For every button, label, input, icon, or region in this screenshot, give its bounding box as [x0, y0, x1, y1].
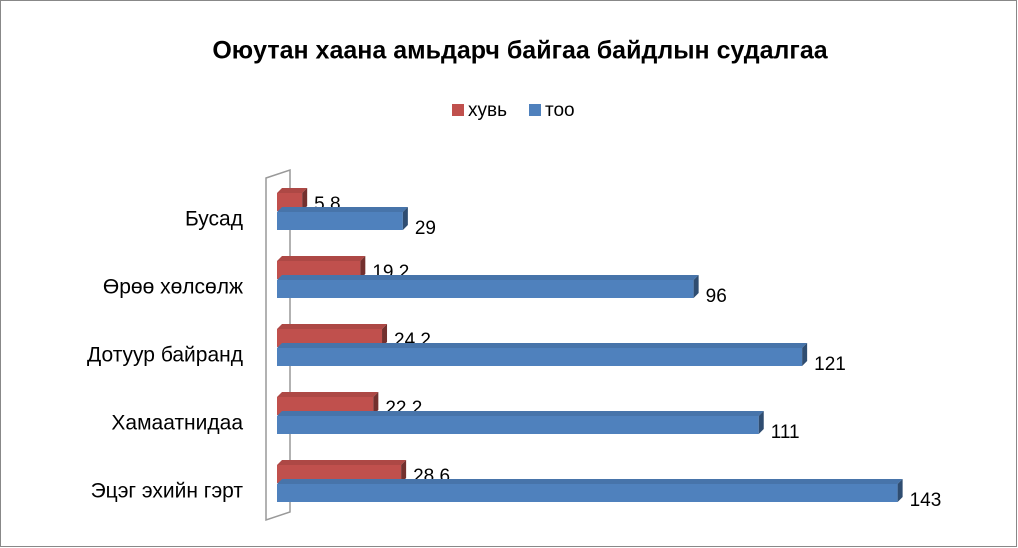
y-tick-label: Өрөө хөлсөлж [103, 276, 243, 299]
bar-side [360, 256, 366, 279]
y-tick-label: Хамаатнидаа [111, 412, 243, 435]
bar [277, 397, 374, 415]
data-label: 96 [706, 286, 727, 307]
bar-top [277, 207, 408, 212]
data-label: 29 [415, 218, 436, 239]
bar [277, 193, 303, 211]
legend-swatch [452, 104, 464, 116]
bar-side [402, 207, 408, 230]
bar-top [277, 324, 388, 329]
bar-side [382, 324, 388, 347]
legend-label: тоо [545, 100, 575, 121]
bar-top [277, 460, 407, 465]
bar-side [693, 275, 699, 298]
bar-top [277, 275, 699, 280]
bar [277, 416, 759, 434]
legend-label: хувь [468, 100, 507, 121]
bar-top [277, 343, 808, 348]
bar [277, 484, 898, 502]
data-label: 111 [771, 422, 800, 443]
bar-top [277, 479, 903, 484]
chart-title: Оюутан хаана амьдарч байгаа байдлын суда… [212, 37, 828, 65]
bar [277, 212, 403, 230]
y-tick-label: Дотуур байранд [87, 344, 243, 367]
y-tick-label: Бусад [185, 208, 243, 231]
bar-top [277, 256, 366, 261]
y-tick-label: Эцэг эхийн гэрт [91, 480, 244, 503]
bar-side [802, 343, 808, 366]
bar-top [277, 392, 379, 397]
legend-swatch [529, 104, 541, 116]
bar-side [897, 479, 903, 502]
bar-side [401, 460, 407, 483]
bar-top [277, 411, 764, 416]
bar [277, 280, 694, 298]
bar-top [277, 188, 308, 193]
bar [277, 465, 402, 483]
axis-wall [265, 168, 291, 522]
data-label: 121 [814, 354, 846, 375]
bar-side [373, 392, 379, 415]
bar [277, 348, 803, 366]
data-label: 143 [910, 490, 942, 511]
bar-side [758, 411, 764, 434]
bar [277, 329, 383, 347]
bar [277, 261, 361, 279]
bar-side [302, 188, 308, 211]
